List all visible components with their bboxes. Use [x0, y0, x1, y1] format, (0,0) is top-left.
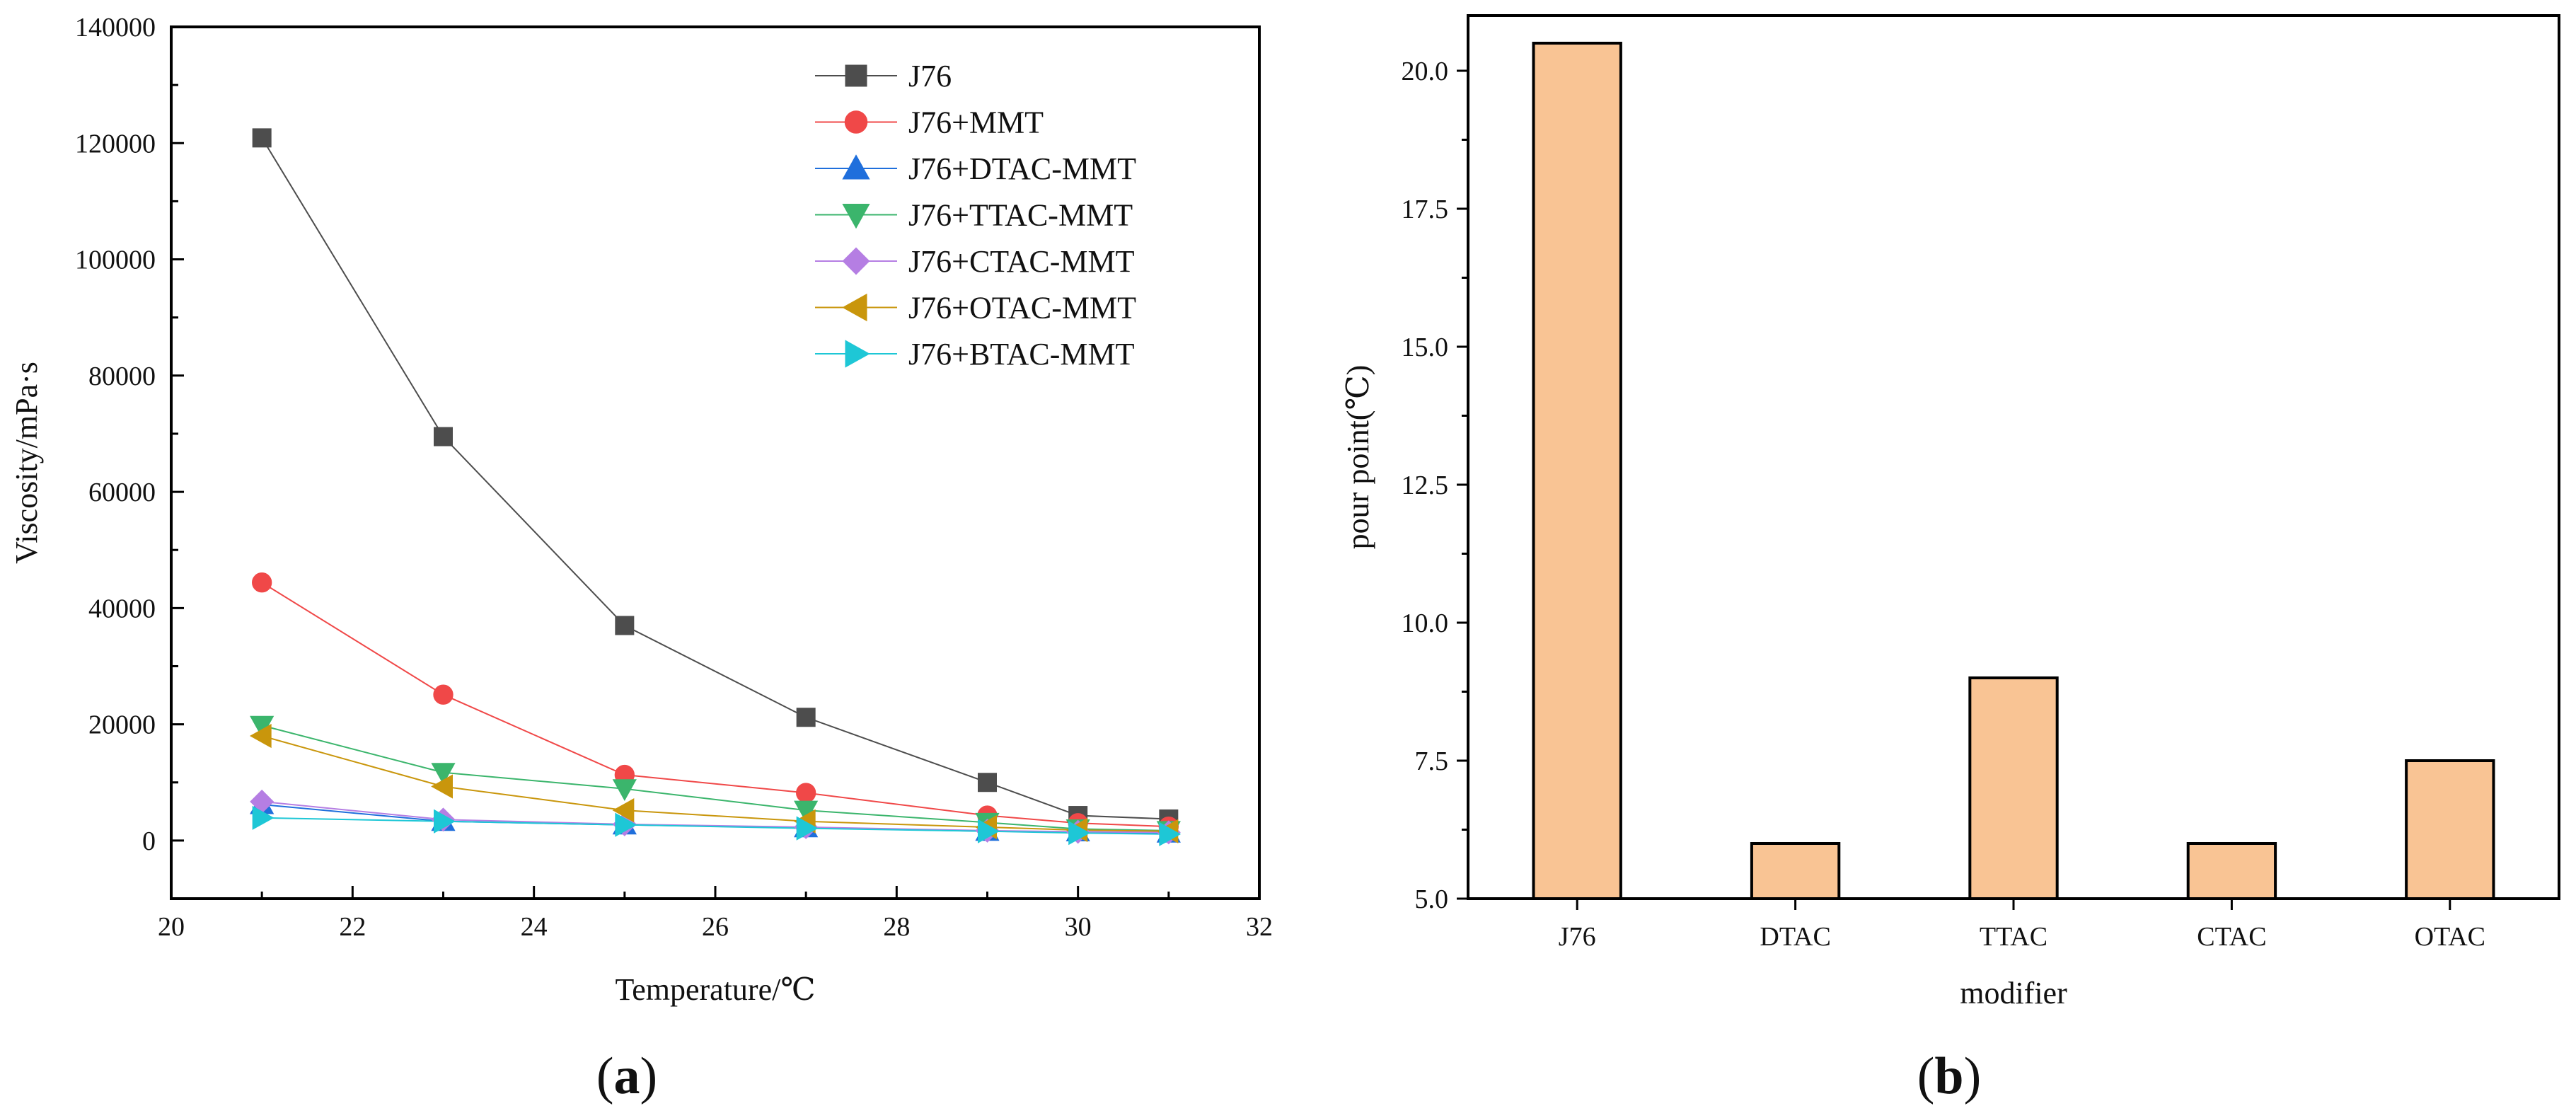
- y-tick-label: 17.5: [1402, 195, 1449, 224]
- panel-label-a: (a): [596, 1047, 657, 1105]
- legend-marker: [845, 340, 870, 368]
- legend-entry-label: J76+TTAC-MMT: [908, 198, 1133, 233]
- legend-marker: [842, 293, 867, 322]
- y-tick-label: 20000: [88, 710, 156, 740]
- series-line-1: [261, 582, 1169, 828]
- x-tick-label: 30: [1065, 912, 1092, 942]
- pour-point-bar-chart: J76 DTAC TTAC CTAC OTAC 5.0 7.5 10.0 12.5 15.0 17.…: [1341, 14, 2560, 1010]
- data-point-series-6: [615, 812, 637, 837]
- data-point-series-6: [1159, 822, 1182, 846]
- legend-entry-label: J76: [908, 59, 952, 93]
- y-tick-label: 10.0: [1402, 609, 1449, 638]
- data-point-series-3: [612, 779, 637, 802]
- x-tick-label: J76: [1559, 922, 1596, 952]
- data-point-series-6: [434, 809, 456, 834]
- chart-b-ticks: J76 DTAC TTAC CTAC OTAC 5.0 7.5 10.0 12.5 15.0 17.…: [1402, 57, 2486, 952]
- y-tick-label: 20.0: [1402, 57, 1449, 86]
- y-tick-label: 15.0: [1402, 333, 1449, 362]
- data-point-series-6: [252, 805, 275, 830]
- data-point-series-6: [978, 819, 1000, 843]
- data-point-series-1: [796, 783, 816, 803]
- x-tick-label: 22: [339, 912, 366, 942]
- chart-a-legend: J76 J76+MMT J76+DTAC-MMT J76+TTAC-MMT J76+CT…: [815, 59, 1136, 371]
- legend-marker: [842, 204, 870, 229]
- legend-entry-label: J76+DTAC-MMT: [908, 151, 1136, 186]
- legend-entry-label: J76+BTAC-MMT: [908, 337, 1135, 371]
- data-point-series-0: [252, 128, 272, 148]
- data-point-series-5: [249, 723, 272, 749]
- legend-marker: [844, 110, 868, 134]
- y-tick-label: 80000: [88, 362, 156, 391]
- x-tick-label: 28: [883, 912, 910, 942]
- data-point-series-6: [796, 816, 819, 841]
- chart-b-x-axis-label: modifier: [1960, 976, 2067, 1010]
- bar-ttac: [1968, 676, 2059, 900]
- chart-a-ticks: 20 22 24 26 28 30 32 0 20000 40000 60000 80000 10000…: [75, 13, 1273, 942]
- panel-label-b: (b): [1917, 1047, 1981, 1105]
- legend-marker: [845, 64, 867, 87]
- x-tick-label: TTAC: [1980, 922, 2047, 952]
- x-tick-label: CTAC: [2197, 922, 2266, 952]
- bar-otac: [2405, 759, 2495, 900]
- y-tick-label: 5.0: [1415, 884, 1449, 914]
- chart-a-series-lines: [261, 137, 1169, 835]
- y-tick-label: 0: [142, 826, 156, 856]
- series-line-0: [261, 137, 1169, 820]
- bar-dtac: [1750, 842, 1841, 900]
- panel-label-a-open: (: [596, 1047, 614, 1105]
- y-tick-label: 40000: [88, 594, 156, 623]
- data-point-series-0: [978, 773, 997, 793]
- x-tick-label: 32: [1246, 912, 1273, 942]
- chart-b-bars: [1532, 42, 2495, 900]
- legend-entry-label: J76+OTAC-MMT: [908, 291, 1136, 325]
- data-point-series-1: [252, 572, 272, 593]
- chart-a-y-axis-label: Viscosity/mPa·s: [9, 362, 44, 564]
- y-tick-label: 140000: [75, 13, 156, 42]
- chart-b-y-axis-label: pour point(℃): [1341, 365, 1375, 550]
- data-point-series-6: [1068, 821, 1090, 846]
- data-point-series-5: [431, 774, 453, 799]
- panel-label-b-open: (: [1917, 1047, 1935, 1105]
- bar-ctac: [2186, 842, 2277, 900]
- y-tick-label: 60000: [88, 478, 156, 507]
- viscosity-line-chart: 20 22 24 26 28 30 32 0 20000 40000 60000 80000 10000…: [9, 13, 1273, 1007]
- panel-label-a-letter: a: [614, 1047, 640, 1105]
- data-point-series-0: [434, 427, 453, 446]
- data-point-series-0: [615, 616, 635, 635]
- data-point-series-5: [612, 798, 635, 823]
- y-tick-label: 12.5: [1402, 471, 1449, 500]
- panel-label-b-close: ): [1964, 1047, 1982, 1105]
- chart-a-x-axis-label: Temperature/℃: [615, 972, 815, 1007]
- x-tick-label: 26: [702, 912, 729, 942]
- x-tick-label: OTAC: [2415, 922, 2485, 952]
- panel-label-a-close: ): [640, 1047, 658, 1105]
- legend-marker: [842, 154, 870, 180]
- y-tick-label: 7.5: [1415, 747, 1449, 776]
- y-tick-label: 100000: [75, 246, 156, 275]
- data-point-series-0: [796, 708, 816, 727]
- x-tick-label: 24: [521, 912, 548, 942]
- legend-marker: [842, 247, 870, 275]
- y-tick-label: 120000: [75, 129, 156, 159]
- data-point-series-3: [431, 763, 456, 785]
- panel-label-b-letter: b: [1934, 1047, 1963, 1105]
- legend-entry-label: J76+MMT: [908, 105, 1044, 140]
- legend-entry-label: J76+CTAC-MMT: [908, 244, 1135, 279]
- data-point-series-1: [433, 684, 454, 705]
- chart-a-series-markers: [249, 128, 1182, 846]
- x-tick-label: 20: [158, 912, 185, 942]
- x-tick-label: DTAC: [1760, 922, 1830, 952]
- bar-j76: [1532, 42, 1622, 900]
